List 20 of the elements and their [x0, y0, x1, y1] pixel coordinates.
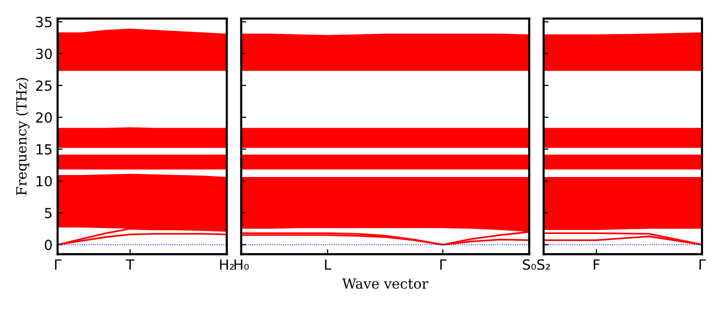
x-tick-label: Γ: [440, 259, 447, 270]
y-tick-label: 15: [36, 144, 52, 155]
y-tick-label: 25: [36, 80, 52, 91]
y-tick-label: 10: [36, 176, 52, 186]
x-tick-label: S₀: [522, 259, 536, 270]
y-tick-label: 20: [36, 112, 52, 123]
x-tick-label: H₀: [234, 259, 249, 270]
x-tick-label: L: [325, 259, 332, 270]
y-tick-label: 5: [44, 208, 52, 218]
x-tick-label: Γ: [55, 259, 62, 270]
y-axis-title: Frequency (THz): [16, 78, 30, 196]
y-tick-label: 35: [36, 16, 52, 28]
x-tick-label: H₂: [220, 259, 234, 270]
x-tick-label: F: [594, 259, 600, 270]
x-tick-label: Γ: [699, 259, 706, 270]
x-axis-title: Wave vector: [342, 278, 428, 289]
x-tick-label: T: [126, 259, 134, 270]
x-tick-label: S₂: [537, 259, 550, 270]
y-tick-label: 0: [44, 240, 52, 250]
y-tick-label: 30: [36, 48, 52, 60]
